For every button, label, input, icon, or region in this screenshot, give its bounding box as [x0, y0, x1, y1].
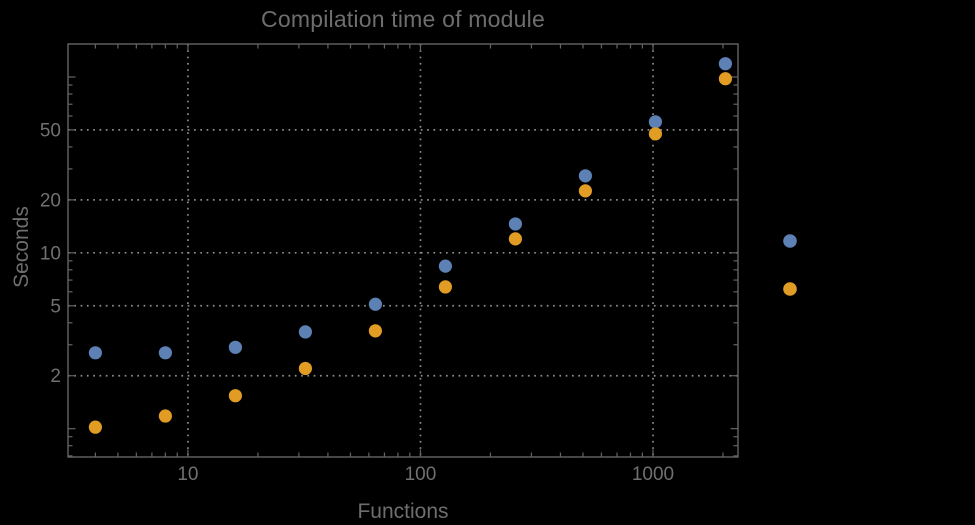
legend-marker-series-1-blue	[783, 234, 797, 248]
x-tick-label: 100	[405, 464, 437, 485]
y-axis-label: Seconds	[10, 206, 33, 288]
data-point-series-2-orange	[368, 324, 382, 338]
data-point-series-2-orange	[648, 127, 663, 141]
x-tick-label: 1000	[632, 464, 674, 485]
y-tick-label: 50	[40, 120, 61, 141]
data-point-series-2-orange	[578, 184, 593, 198]
data-point-series-1-blue	[578, 169, 593, 183]
data-point-series-2-orange	[88, 420, 102, 434]
chart-title: Compilation time of module	[261, 6, 545, 32]
data-point-series-1-blue	[648, 115, 663, 129]
data-point-series-2-orange	[718, 72, 733, 86]
x-axis-label: Functions	[357, 500, 449, 523]
data-point-series-2-orange	[508, 232, 522, 246]
y-tick-label: 2	[50, 366, 61, 387]
y-tick-label: 10	[40, 243, 61, 264]
y-tick-label: 20	[40, 190, 61, 211]
data-point-series-2-orange	[228, 389, 242, 403]
data-point-series-1-blue	[158, 346, 172, 360]
data-point-series-2-orange	[298, 361, 312, 376]
data-point-series-1-blue	[438, 259, 452, 273]
data-point-series-2-orange	[438, 280, 452, 294]
data-point-series-1-blue	[508, 217, 522, 231]
plot-frame	[67, 43, 739, 458]
data-point-series-1-blue	[718, 57, 733, 71]
data-point-series-2-orange	[158, 409, 172, 423]
legend-marker-series-2-orange	[783, 282, 797, 296]
data-point-series-1-blue	[368, 297, 382, 311]
x-tick-label: 10	[177, 464, 198, 485]
data-point-series-1-blue	[228, 340, 242, 354]
y-tick-label: 5	[50, 296, 61, 317]
data-point-series-1-blue	[298, 325, 312, 339]
data-point-series-1-blue	[88, 346, 102, 360]
